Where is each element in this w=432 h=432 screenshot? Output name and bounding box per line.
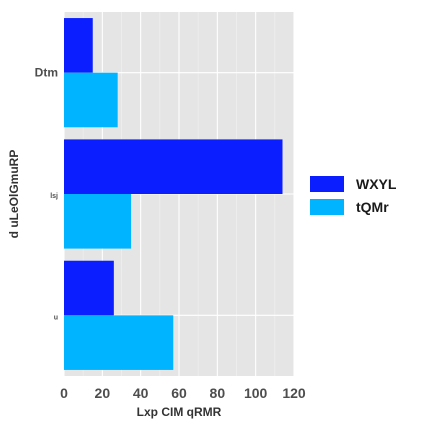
legend-label-tQMr: tQMr bbox=[356, 199, 389, 215]
bars bbox=[64, 18, 283, 370]
bar-tQMr-Dtm bbox=[64, 72, 118, 128]
x-tick-label: 60 bbox=[171, 385, 187, 401]
bar-WXYL-lsj bbox=[64, 139, 283, 194]
x-tick-label: 20 bbox=[95, 385, 111, 401]
legend-swatch-WXYL bbox=[310, 176, 344, 192]
y-axis-title: d uLeOlGmuRP bbox=[7, 150, 21, 239]
y-tick-label: lsj bbox=[50, 193, 58, 200]
x-tick-label: 40 bbox=[133, 385, 149, 401]
x-tick-label: 80 bbox=[210, 385, 226, 401]
x-tick-labels: 0 20 40 60 80 100 120 bbox=[60, 385, 306, 401]
legend-label-WXYL: WXYL bbox=[356, 176, 397, 192]
x-tick-label: 0 bbox=[60, 385, 68, 401]
y-tick-labels: Dtm lsj u bbox=[35, 66, 58, 322]
legend: WXYL tQMr bbox=[310, 176, 397, 215]
bar-WXYL-u bbox=[64, 260, 114, 316]
x-tick-label: 120 bbox=[282, 385, 306, 401]
y-tick-label: u bbox=[54, 314, 58, 321]
bar-tQMr-lsj bbox=[64, 194, 132, 249]
x-tick-label: 100 bbox=[244, 385, 268, 401]
bar-WXYL-Dtm bbox=[64, 18, 93, 73]
bar-tQMr-u bbox=[64, 315, 174, 370]
x-axis-title: Lxp CIM qRMR bbox=[137, 405, 222, 419]
y-tick-label: Dtm bbox=[35, 66, 58, 80]
legend-swatch-tQMr bbox=[310, 199, 344, 215]
